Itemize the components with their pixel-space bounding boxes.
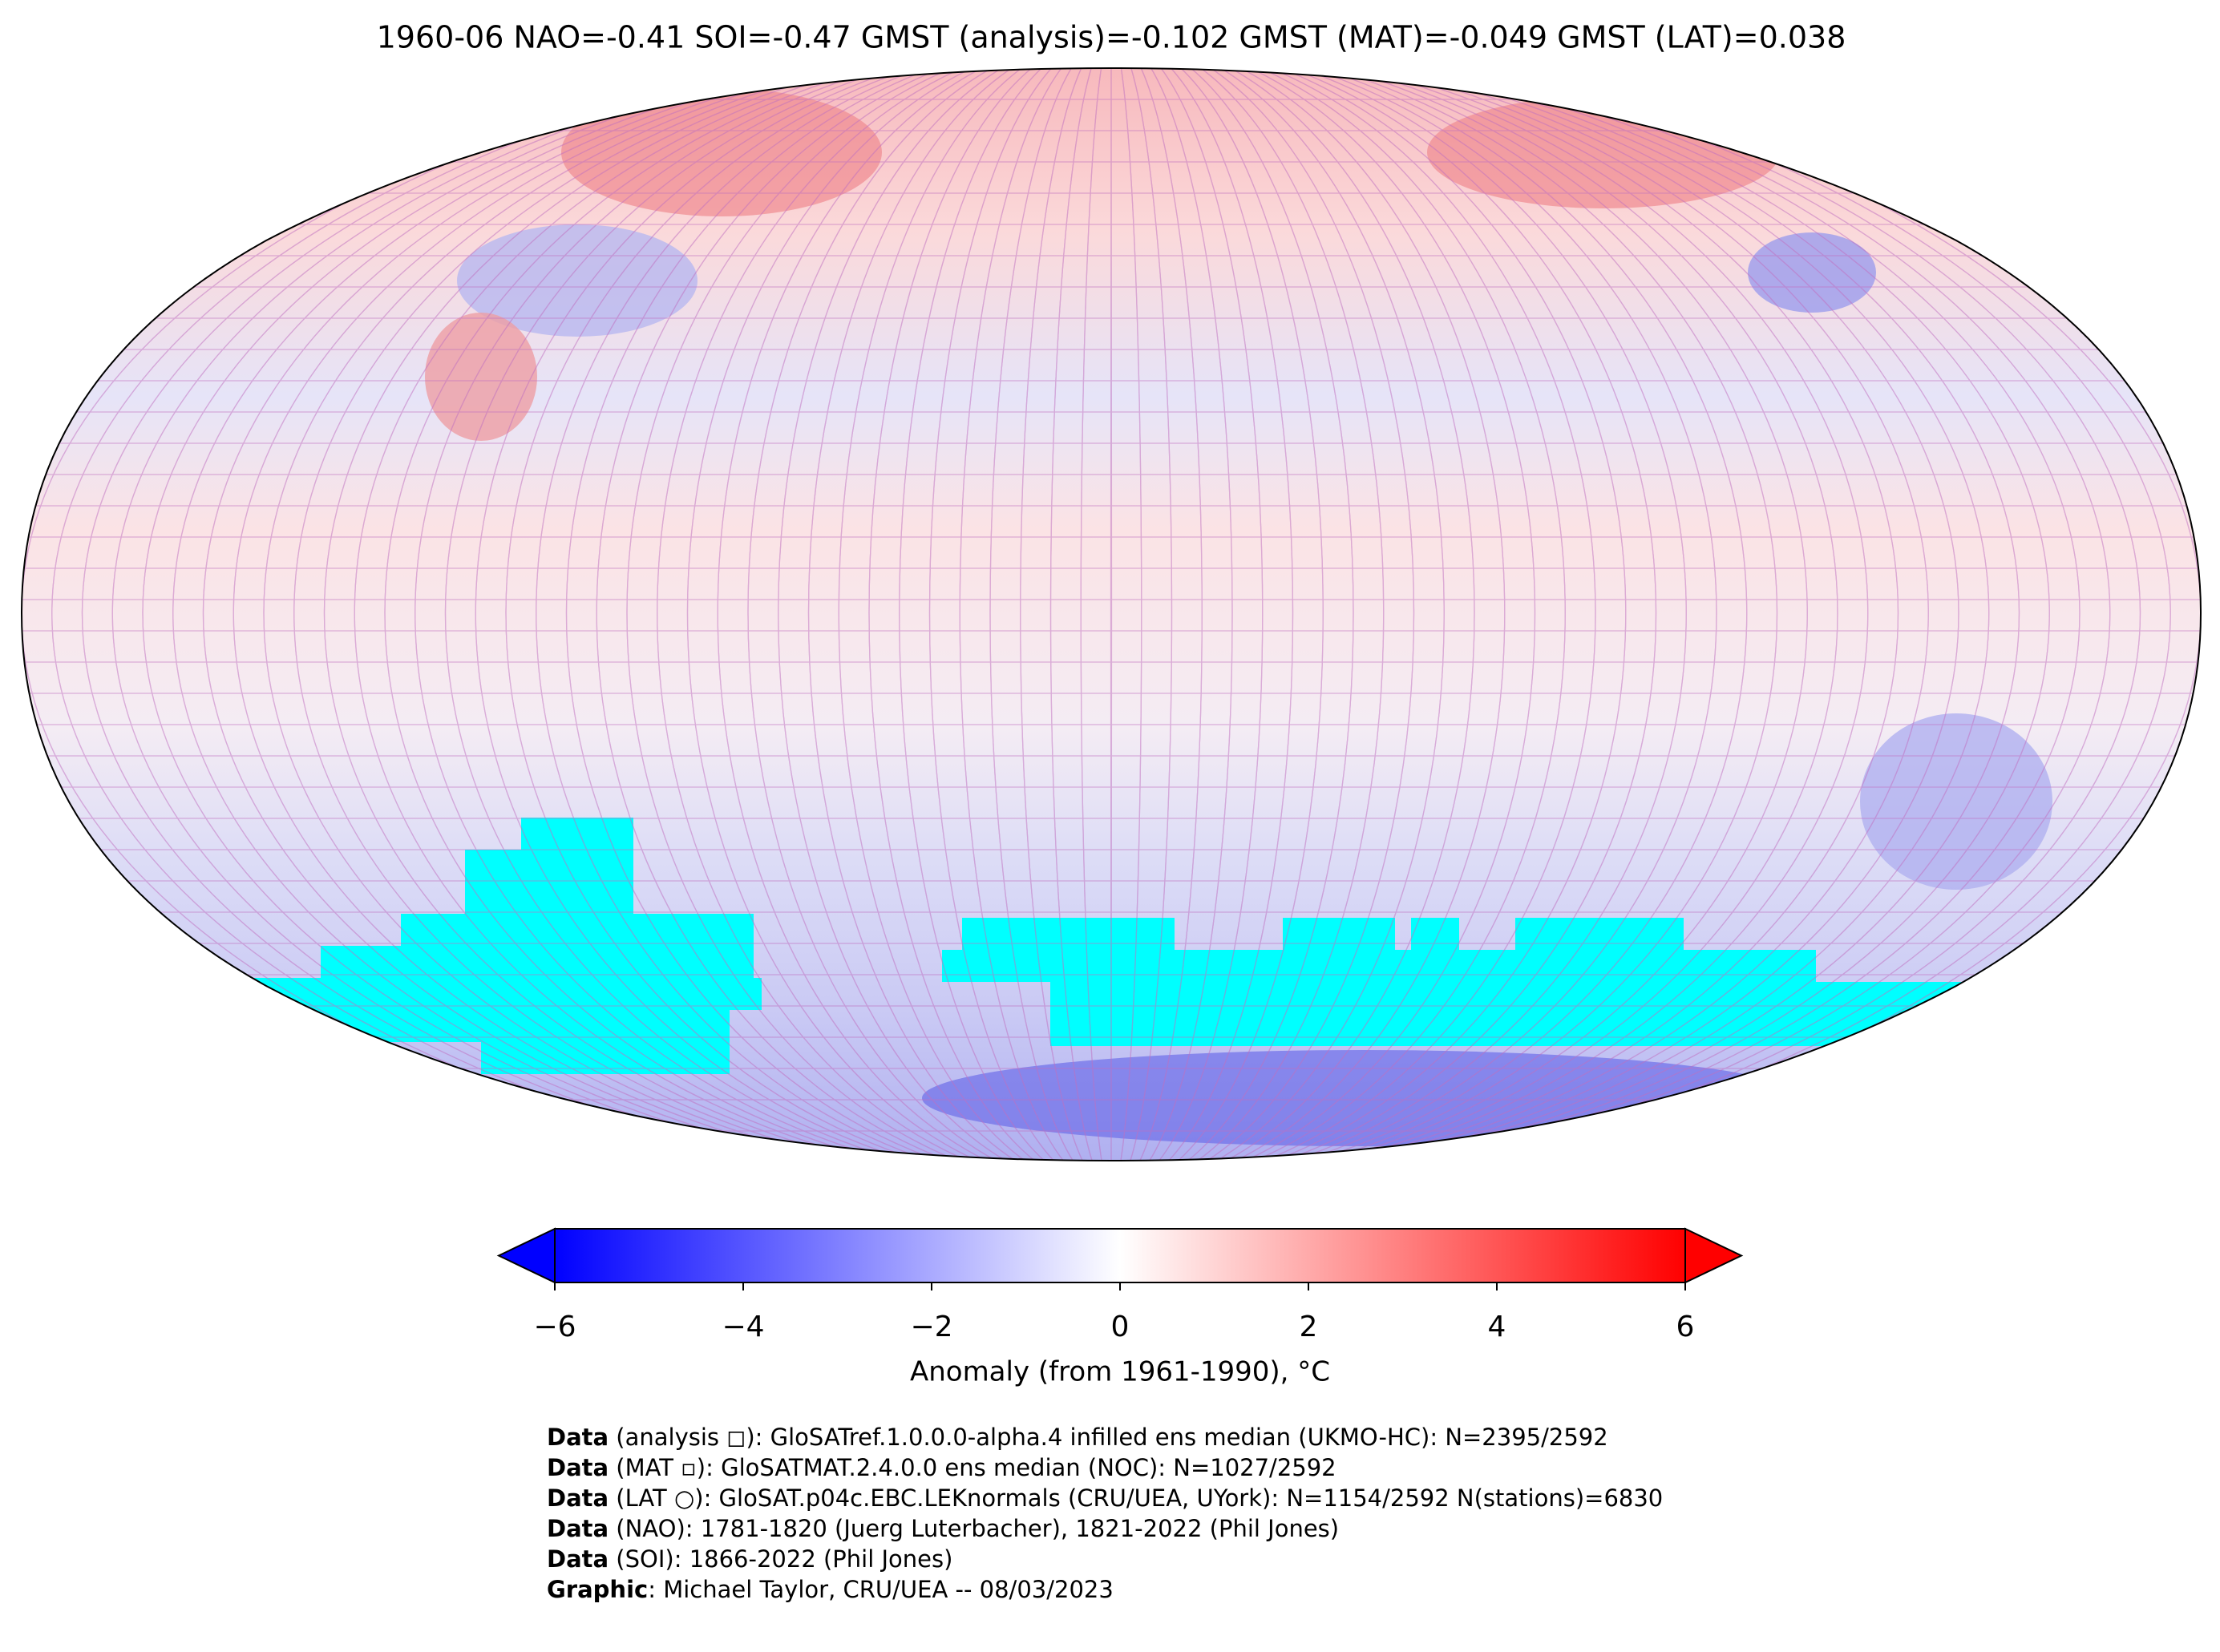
tick-label: 0 <box>1111 1311 1130 1343</box>
meridian <box>233 68 1990 1161</box>
meridian <box>444 68 1778 1161</box>
colorbar-body <box>554 1228 1686 1283</box>
meridian <box>838 68 1385 1161</box>
meridian <box>686 68 1536 1161</box>
meridian <box>142 68 2080 1161</box>
map-border <box>20 67 2202 1162</box>
credit-line: Data (LAT ○): GloSAT.p04c.EBC.LEKnormals… <box>547 1484 1663 1512</box>
credit-text: (SOI): 1866-2022 (Phil Jones) <box>609 1545 952 1573</box>
meridian <box>626 68 1596 1161</box>
credit-text: (LAT ○): GloSAT.p04c.EBC.LEKnormals (CRU… <box>609 1484 1663 1512</box>
meridian <box>475 68 1748 1161</box>
credit-line: Data (analysis ◻): GloSATref.1.0.0.0-alp… <box>547 1424 1608 1451</box>
meridian <box>111 68 2111 1161</box>
credit-source: Data <box>547 1454 609 1481</box>
meridian <box>1110 68 1113 1161</box>
meridian <box>778 68 1445 1161</box>
meridian <box>596 68 1627 1161</box>
graticule <box>22 68 2201 1161</box>
meridian <box>293 68 1929 1161</box>
meridian <box>899 68 1324 1161</box>
credit-text: (MAT ▫): GloSATMAT.2.4.0.0 ens median (N… <box>609 1454 1336 1481</box>
credit-line: Data (NAO): 1781-1820 (Juerg Luterbacher… <box>547 1515 1339 1542</box>
meridian <box>505 68 1717 1161</box>
credit-line: Data (MAT ▫): GloSATMAT.2.4.0.0 ens medi… <box>547 1454 1336 1481</box>
credit-text: : Michael Taylor, CRU/UEA -- 08/03/2023 <box>648 1576 1114 1603</box>
colorbar: −6 −4 −2 0 2 4 6 <box>496 1227 1744 1343</box>
credits: Data (analysis ◻): GloSATref.1.0.0.0-alp… <box>547 1424 1663 1603</box>
anomaly-patch <box>457 224 698 337</box>
meridian <box>928 68 1294 1161</box>
meridian <box>868 68 1354 1161</box>
meridian <box>1080 68 1142 1161</box>
extend-low <box>496 1227 556 1284</box>
credit-source: Data <box>547 1515 609 1542</box>
tick-label: 6 <box>1676 1311 1695 1343</box>
colorbar-label: Anomaly (from 1961-1990), °C <box>910 1356 1330 1388</box>
meridian <box>747 68 1475 1161</box>
tick-label: 4 <box>1488 1311 1506 1343</box>
meridian <box>807 68 1415 1161</box>
meridian <box>263 68 1959 1161</box>
credit-source: Data <box>547 1484 609 1512</box>
anomaly-patch <box>1860 713 2052 890</box>
credit-line: Graphic: Michael Taylor, CRU/UEA -- 08/0… <box>547 1576 1114 1603</box>
meridian <box>565 68 1657 1161</box>
credit-source: Data <box>547 1545 609 1573</box>
meridian <box>354 68 1869 1161</box>
anomaly-patch <box>425 313 537 441</box>
tick-label: −4 <box>722 1311 764 1343</box>
anomaly-patch <box>561 88 882 216</box>
tick-label: −6 <box>533 1311 576 1343</box>
credit-source: Data <box>547 1424 609 1451</box>
meridian <box>81 68 2141 1161</box>
meridian <box>414 68 1808 1161</box>
tick-label: −2 <box>910 1311 952 1343</box>
map <box>22 68 2201 1161</box>
meridian <box>51 68 2171 1161</box>
meridian <box>323 68 1899 1161</box>
meridian <box>536 68 1687 1161</box>
meridian <box>657 68 1566 1161</box>
credit-line: Data (SOI): 1866-2022 (Phil Jones) <box>547 1545 952 1573</box>
credit-text: (NAO): 1781-1820 (Juerg Luterbacher), 18… <box>609 1515 1339 1542</box>
extend-high <box>1684 1227 1744 1284</box>
meridian <box>1049 68 1173 1161</box>
credit-source: Graphic <box>547 1576 648 1603</box>
meridian <box>384 68 1838 1161</box>
meridian <box>989 68 1233 1161</box>
meridian <box>1020 68 1203 1161</box>
title: 1960-06 NAO=-0.41 SOI=-0.47 GMST (analys… <box>377 20 1846 55</box>
meridian <box>959 68 1264 1161</box>
tick-label: 2 <box>1300 1311 1318 1343</box>
credit-text: (analysis ◻): GloSATref.1.0.0.0-alpha.4 … <box>609 1424 1608 1451</box>
meridian <box>717 68 1506 1161</box>
meridian <box>172 68 2050 1161</box>
meridian <box>202 68 2020 1161</box>
